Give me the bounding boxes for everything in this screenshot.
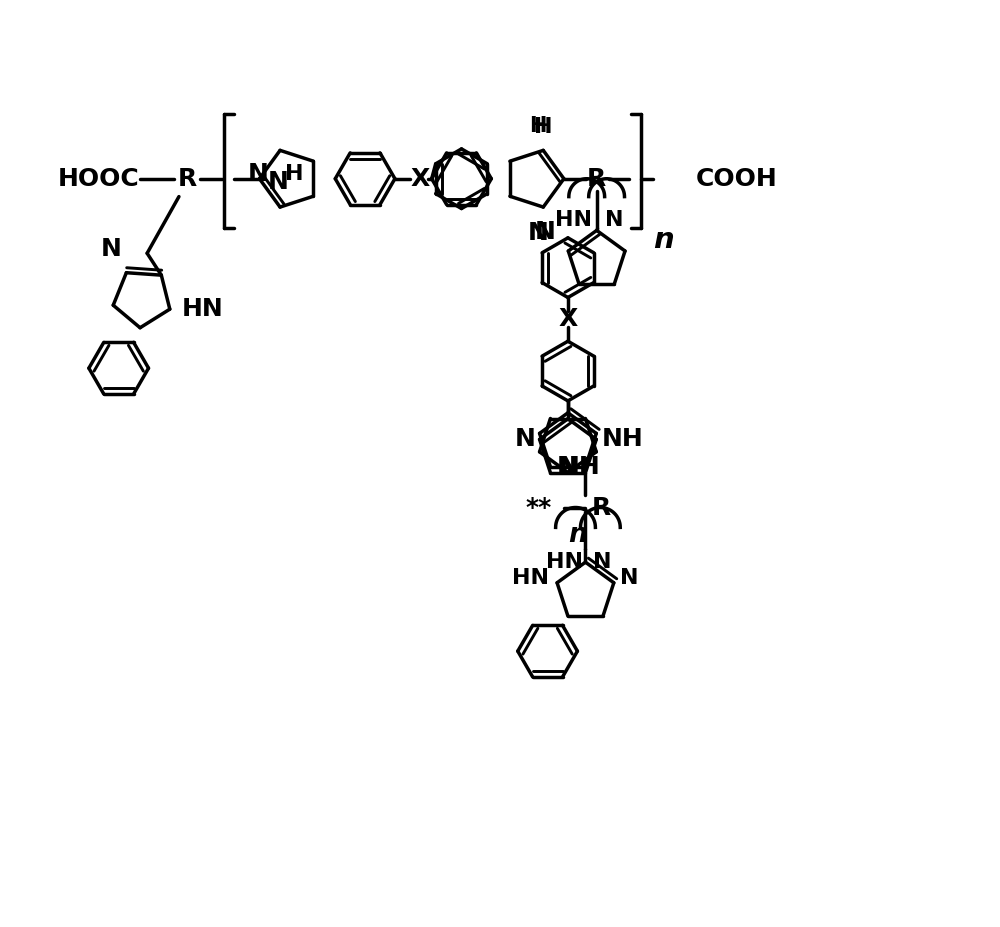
- Text: H: H: [534, 118, 553, 137]
- Text: N: N: [515, 427, 536, 451]
- Text: N: N: [268, 171, 289, 194]
- Text: X: X: [558, 308, 578, 331]
- Text: N: N: [620, 568, 638, 588]
- Text: **: **: [525, 496, 552, 519]
- Text: N: N: [557, 455, 578, 478]
- Text: HN: HN: [512, 568, 549, 588]
- Text: HN: HN: [182, 298, 223, 321]
- Text: HN: HN: [546, 552, 583, 572]
- Text: N: N: [605, 210, 623, 231]
- Text: COOH: COOH: [696, 167, 778, 191]
- Text: H: H: [285, 164, 304, 184]
- Text: R: R: [591, 496, 611, 519]
- Text: NH: NH: [558, 455, 600, 478]
- Text: N: N: [247, 162, 268, 186]
- Text: R: R: [177, 167, 197, 191]
- Text: HN: HN: [555, 210, 592, 231]
- Text: N: N: [535, 220, 556, 244]
- Text: X: X: [410, 167, 429, 191]
- Text: N: N: [593, 552, 612, 572]
- Text: N: N: [101, 236, 121, 260]
- Text: n: n: [653, 226, 674, 254]
- Text: NH: NH: [602, 427, 644, 451]
- Text: H: H: [530, 117, 547, 136]
- Text: HOOC: HOOC: [58, 167, 139, 191]
- Text: n: n: [568, 522, 587, 549]
- Text: R: R: [587, 167, 606, 191]
- Text: N: N: [528, 221, 549, 245]
